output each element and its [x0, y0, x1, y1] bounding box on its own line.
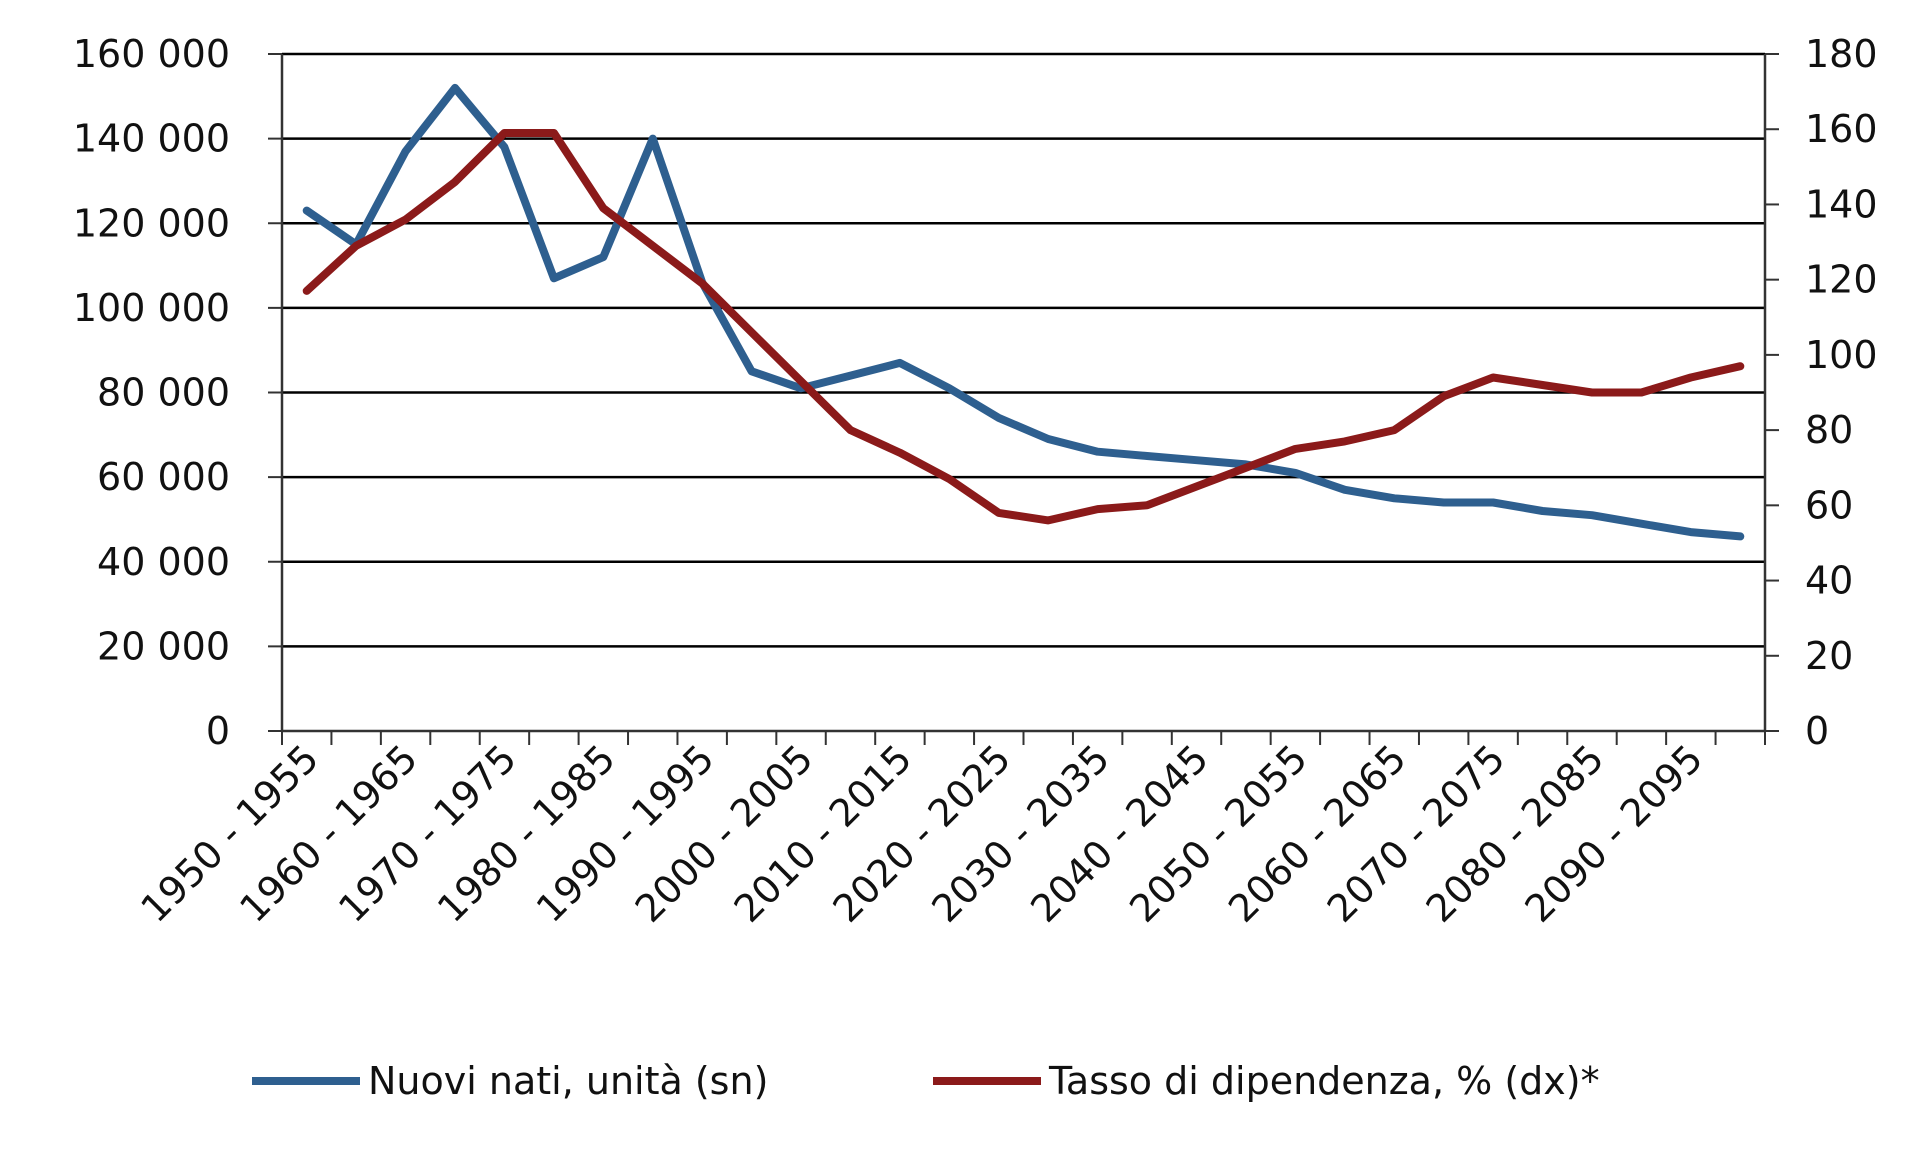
right-axis-tick-label: 60 — [1805, 483, 1853, 527]
right-axis-tick-label: 20 — [1805, 634, 1853, 678]
legend-label-births: Nuovi nati, unità (sn) — [368, 1059, 768, 1103]
right-axis-tick-label: 160 — [1805, 107, 1878, 151]
left-axis-tick-label: 120 000 — [73, 201, 230, 245]
right-axis-tick-label: 180 — [1805, 32, 1878, 76]
left-axis-tick-label: 20 000 — [97, 624, 230, 668]
axes — [268, 53, 1779, 745]
left-axis-tick-label: 160 000 — [73, 32, 230, 76]
left-axis-tick-label: 40 000 — [97, 540, 230, 584]
right-axis-tick-label: 140 — [1805, 182, 1878, 226]
legend: Nuovi nati, unità (sn) Tasso di dipenden… — [252, 1059, 1600, 1103]
series-lines — [302, 83, 1745, 541]
right-axis-tick-label: 0 — [1805, 709, 1829, 753]
legend-item-dependency: Tasso di dipendenza, % (dx)* — [933, 1059, 1600, 1103]
left-axis-tick-labels: 0 20 000 40 000 60 000 80 000 100 000 120 000 1… — [73, 32, 230, 753]
legend-label-dependency: Tasso di dipendenza, % (dx)* — [1048, 1059, 1600, 1103]
series-line-dependency — [302, 129, 1745, 525]
left-axis-tick-label: 0 — [206, 709, 230, 753]
left-axis-tick-label: 100 000 — [73, 286, 230, 330]
right-axis-tick-label: 80 — [1805, 408, 1853, 452]
right-axis-tick-label: 40 — [1805, 559, 1853, 603]
right-axis-tick-label: 120 — [1805, 258, 1878, 302]
left-axis-tick-label: 60 000 — [97, 455, 230, 499]
left-axis-tick-label: 80 000 — [97, 371, 230, 415]
legend-item-births: Nuovi nati, unità (sn) — [252, 1059, 768, 1103]
left-axis-tick-label: 140 000 — [73, 117, 230, 161]
series-line-births — [302, 83, 1745, 541]
right-axis-tick-labels: 0 20 40 60 80 100 120 140 160 180 — [1805, 32, 1878, 753]
right-axis-tick-label: 100 — [1805, 333, 1878, 377]
